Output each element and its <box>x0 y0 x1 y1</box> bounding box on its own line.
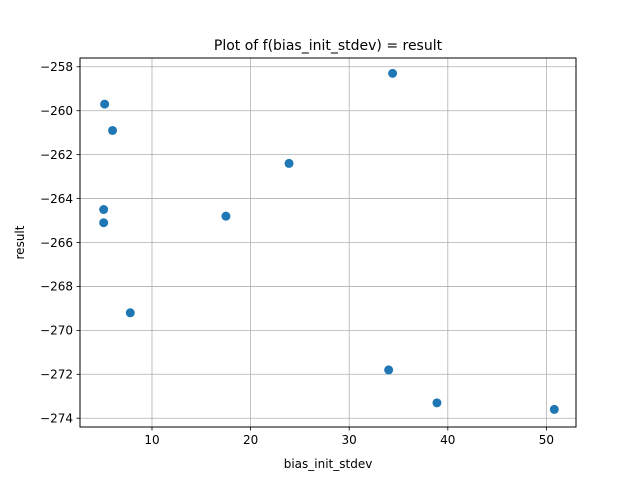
scatter-point <box>384 365 394 375</box>
scatter-point <box>549 404 559 414</box>
y-tick-label: −258 <box>40 60 73 74</box>
data-points <box>99 68 559 414</box>
y-tick-label: −270 <box>40 324 73 338</box>
scatter-point <box>221 211 231 221</box>
scatter-point <box>100 99 110 109</box>
x-tick-label: 50 <box>539 433 554 447</box>
scatter-point <box>99 205 109 215</box>
scatter-point <box>388 68 398 78</box>
scatter-point <box>125 308 135 318</box>
x-tick-label: 40 <box>440 433 455 447</box>
scatter-point <box>99 218 109 228</box>
y-tick-label: −268 <box>40 280 73 294</box>
x-axis-label: bias_init_stdev <box>284 457 373 471</box>
x-axis-ticks: 10 20 30 40 50 <box>144 427 554 447</box>
x-tick-label: 30 <box>342 433 357 447</box>
scatter-point <box>284 158 294 168</box>
y-axis-ticks: −258 −260 −262 −264 −266 −268 −270 −272 −274 <box>40 60 80 426</box>
scatter-point <box>108 125 118 135</box>
scatter-point <box>432 398 442 408</box>
x-tick-label: 20 <box>243 433 258 447</box>
y-axis-label: result <box>13 225 27 259</box>
y-tick-label: −266 <box>40 236 73 250</box>
y-tick-label: −274 <box>40 412 73 426</box>
y-tick-label: −262 <box>40 148 73 162</box>
y-tick-label: −272 <box>40 368 73 382</box>
x-tick-label: 10 <box>144 433 159 447</box>
grid-lines <box>80 58 576 427</box>
y-tick-label: −260 <box>40 104 73 118</box>
y-tick-label: −264 <box>40 192 73 206</box>
chart-title: Plot of f(bias_init_stdev) = result <box>214 38 443 54</box>
